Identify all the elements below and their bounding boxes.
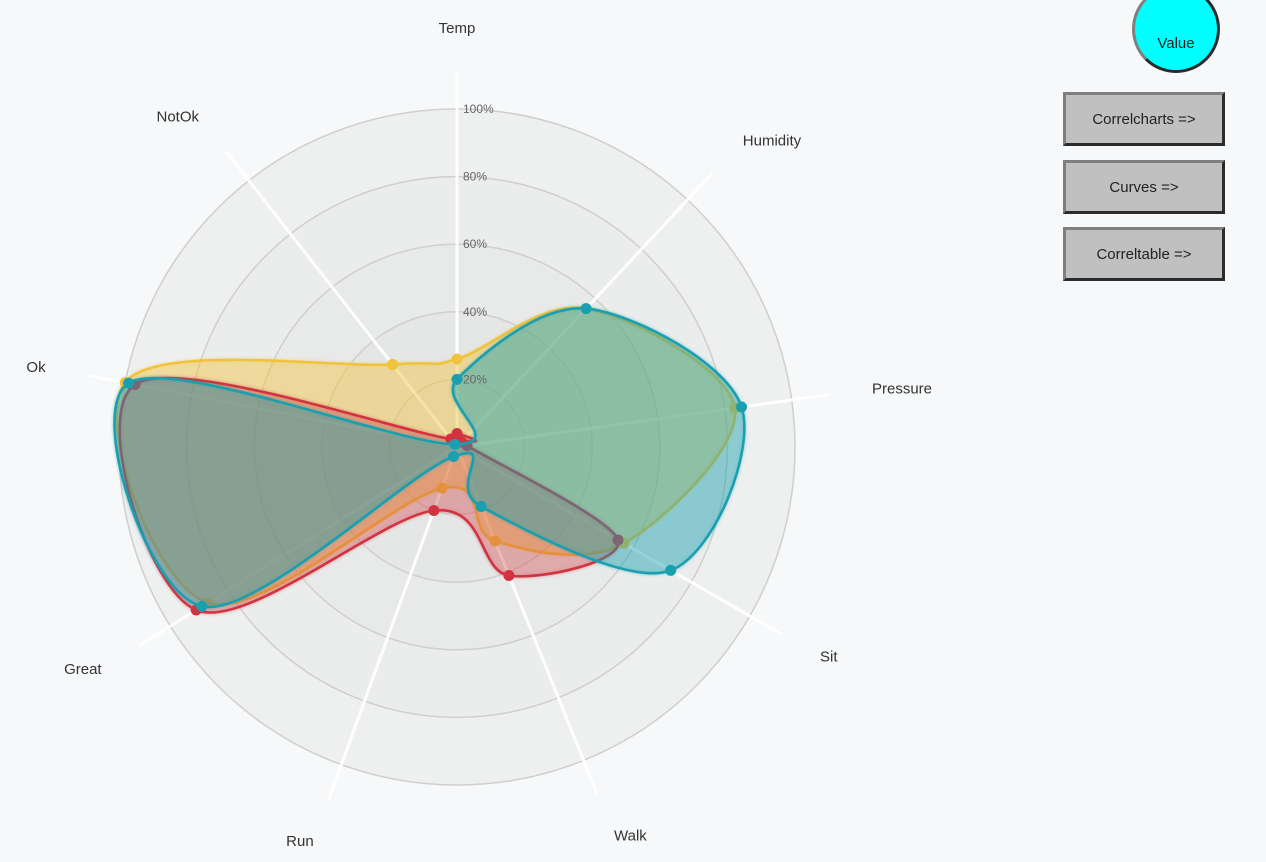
- axis-label-notok: NotOk: [156, 109, 199, 126]
- radar-tick-label: 100%: [463, 102, 494, 116]
- axis-label-run: Run: [286, 833, 314, 850]
- radar-point-great[interactable]: [196, 600, 208, 612]
- axis-label-humidity: Humidity: [743, 133, 802, 150]
- radar-point-walk[interactable]: [475, 501, 487, 513]
- axis-label-sit: Sit: [820, 649, 838, 666]
- value-toggle-button[interactable]: Value: [1132, 0, 1220, 73]
- radar-series-teal: [113, 303, 748, 612]
- radar-point-walk[interactable]: [503, 569, 515, 581]
- radar-point-temp[interactable]: [451, 353, 463, 365]
- radar-point-sit[interactable]: [665, 564, 677, 576]
- correlcharts-button-label: Correlcharts =>: [1092, 110, 1196, 128]
- radar-tick-label: 60%: [463, 237, 487, 251]
- radar-point-run[interactable]: [428, 505, 440, 517]
- axis-label-great: Great: [64, 661, 102, 678]
- radar-point-notok[interactable]: [449, 438, 461, 450]
- curves-button-label: Curves =>: [1109, 178, 1179, 196]
- curves-button[interactable]: Curves =>: [1063, 160, 1225, 214]
- radar-tick-label: 40%: [463, 305, 487, 319]
- value-toggle-label: Value: [1157, 34, 1195, 52]
- axis-label-walk: Walk: [614, 828, 647, 845]
- radar-point-run[interactable]: [448, 451, 460, 463]
- radar-series-line: [113, 307, 746, 609]
- radar-tick-label: 20%: [463, 372, 487, 386]
- axis-label-ok: Ok: [26, 359, 46, 376]
- radar-point-notok[interactable]: [386, 358, 398, 370]
- radar-point-humidity[interactable]: [580, 303, 592, 315]
- radar-point-pressure[interactable]: [736, 401, 748, 413]
- radar-series-area: [114, 308, 745, 608]
- radar-point-ok[interactable]: [123, 377, 135, 389]
- correltable-button[interactable]: Correltable =>: [1063, 227, 1225, 281]
- radar-point-temp[interactable]: [451, 373, 463, 385]
- axis-label-pressure: Pressure: [872, 381, 932, 398]
- axis-label-temp: Temp: [439, 20, 476, 37]
- radar-tick-label: 80%: [463, 170, 487, 184]
- correltable-button-label: Correltable =>: [1096, 245, 1192, 263]
- correlcharts-button[interactable]: Correlcharts =>: [1063, 92, 1225, 146]
